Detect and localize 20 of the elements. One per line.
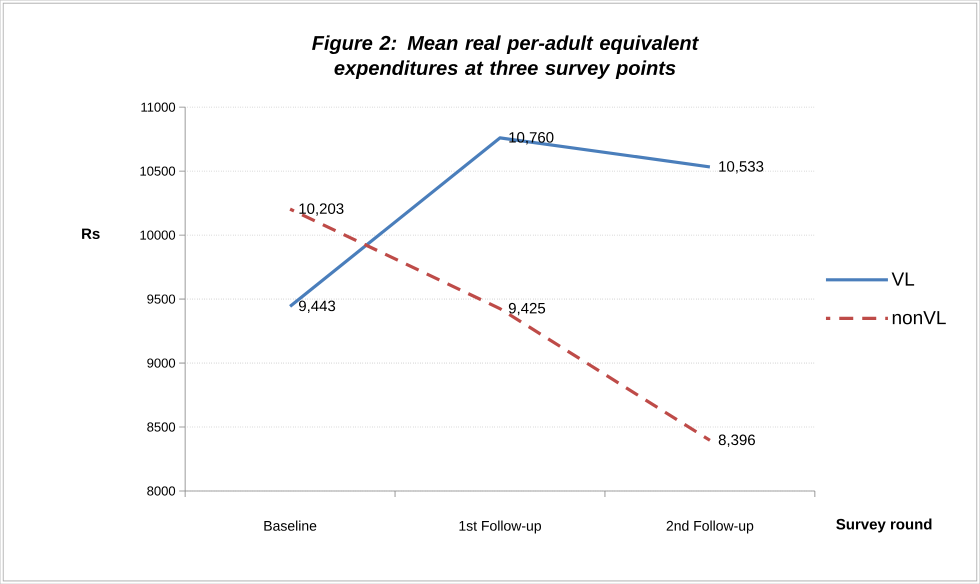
- data-label: 10,533: [719, 161, 764, 174]
- x-tick-label: Baseline: [264, 520, 316, 531]
- data-label: 8,396: [718, 434, 755, 447]
- data-label: 9,443: [298, 300, 336, 313]
- y-axis-title: Rs: [82, 228, 100, 239]
- x-tick-label: 2nd Follow-up: [666, 520, 754, 534]
- y-tick-label: 9500: [147, 294, 176, 304]
- y-tick-label: 10500: [140, 166, 176, 176]
- y-tick-label: 9000: [147, 358, 176, 368]
- y-tick-label: 8000: [147, 486, 176, 496]
- y-tick-label: 8500: [147, 422, 176, 432]
- data-label: 10,203: [299, 203, 344, 216]
- legend-label: VL: [892, 272, 914, 286]
- x-tick-label: 1st Follow-up: [459, 520, 541, 534]
- chart-title: Figure 2: Mean real per-adult equivalent expenditures at three survey points: [312, 35, 699, 79]
- y-tick-label: 10000: [140, 230, 176, 240]
- legend-label: nonVL: [892, 310, 946, 324]
- y-tick-label: 11000: [141, 102, 176, 112]
- x-axis-title: Survey round: [836, 518, 932, 532]
- data-label: 9,425: [508, 302, 546, 316]
